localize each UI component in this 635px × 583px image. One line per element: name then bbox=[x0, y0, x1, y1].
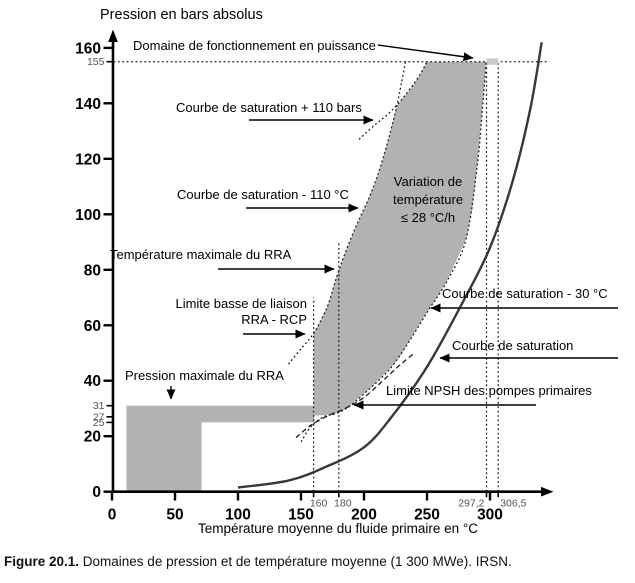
x-minor-tick-label-306,5: 306,5 bbox=[500, 498, 526, 510]
pressure-temperature-chart: Pression en bars absolus 0 20 40 60 80 100 120… bbox=[75, 7, 618, 536]
x-tick-label-50: 50 bbox=[166, 507, 183, 524]
y-tick-label-0: 0 bbox=[92, 484, 101, 501]
y-tick-label-60: 60 bbox=[84, 318, 101, 335]
annotation-courbe-sat-moins-110c: Courbe de saturation - 110 °C bbox=[177, 187, 349, 202]
y-tick-label-40: 40 bbox=[84, 373, 101, 390]
y-tick-label-120: 120 bbox=[75, 151, 101, 168]
annotation-limite-npsh: Limite NPSH des pompes primaires bbox=[386, 383, 592, 398]
annotation-variation-l2: température bbox=[393, 192, 463, 207]
annotation-pression-maximale-rra: Pression maximale du RRA bbox=[125, 368, 284, 383]
annotation-variation-l3: ≤ 28 °C/h bbox=[401, 210, 455, 225]
annotations-layer: Domaine de fonctionnement en puissance Co… bbox=[110, 38, 618, 410]
y-axis-arrow-icon bbox=[108, 29, 118, 42]
annotation-limite-basse-liaison-l2: RRA - RCP bbox=[241, 312, 307, 327]
x-axis-arrow-icon bbox=[541, 486, 554, 497]
figure-caption-label: Figure 20.1. bbox=[4, 554, 80, 569]
x-tick-label-0: 0 bbox=[108, 507, 117, 524]
y-tick-label-20: 20 bbox=[84, 429, 101, 446]
annotation-domaine-fonctionnement: Domaine de fonctionnement en puissance bbox=[133, 38, 376, 53]
power-operation-segment bbox=[486, 58, 499, 65]
annotation-arrow-domaine-fonctionnement bbox=[377, 44, 474, 62]
annotation-temperature-maximale-rra: Température maximale du RRA bbox=[110, 247, 292, 262]
regions-layer bbox=[126, 61, 487, 492]
x-axis-title: Température moyenne du fluide primaire e… bbox=[198, 521, 478, 536]
x-tick-label-300: 300 bbox=[477, 507, 503, 524]
x-minor-tick-label-297,2: 297,2 bbox=[458, 498, 484, 510]
y-minor-tick-label-155: 155 bbox=[87, 56, 105, 68]
x-minor-tick-label-180: 180 bbox=[334, 498, 352, 510]
rra-pressure-block bbox=[126, 405, 202, 492]
operating-domain-region bbox=[313, 61, 487, 416]
chart-title: Pression en bars absolus bbox=[100, 7, 263, 23]
curve-saturation-plus-110bars bbox=[358, 61, 428, 140]
figure-caption: Figure 20.1. Domaines de pression et de … bbox=[0, 550, 635, 569]
x-tick-label-100: 100 bbox=[225, 507, 251, 524]
annotation-courbe-saturation: Courbe de saturation bbox=[452, 338, 573, 353]
curve-saturation-minus-110c bbox=[287, 61, 407, 365]
curves-layer bbox=[237, 42, 543, 489]
figure-caption-text: Domaines de pression et de température m… bbox=[79, 554, 512, 569]
annotation-variation-l1: Variation de bbox=[394, 174, 462, 189]
guide-lines-layer bbox=[113, 61, 550, 492]
x-tick-label-200: 200 bbox=[351, 507, 377, 524]
annotation-limite-basse-liaison-l1: Limite basse de liaison bbox=[175, 296, 307, 311]
x-minor-tick-label-160: 160 bbox=[310, 498, 328, 510]
y-minor-tick-label-31: 31 bbox=[93, 400, 105, 412]
curve-saturation-minus-30c bbox=[300, 61, 487, 443]
x-tick-label-250: 250 bbox=[414, 507, 440, 524]
annotation-courbe-sat-moins-30c: Courbe de saturation - 30 °C bbox=[442, 286, 608, 301]
y-tick-label-140: 140 bbox=[75, 96, 101, 113]
x-tick-label-150: 150 bbox=[288, 507, 314, 524]
y-tick-label-100: 100 bbox=[75, 207, 101, 224]
power-segment-layer bbox=[486, 58, 499, 65]
rra-pressure-bar bbox=[201, 405, 315, 423]
y-tick-label-80: 80 bbox=[84, 262, 101, 279]
y-tick-label-160: 160 bbox=[75, 40, 101, 57]
y-minor-tick-label-25: 25 bbox=[93, 417, 105, 429]
curve-saturation bbox=[237, 42, 543, 489]
annotation-courbe-sat-plus-110-bars: Courbe de saturation + 110 bars bbox=[176, 100, 362, 115]
y-minor-tick-label-27: 27 bbox=[93, 411, 105, 423]
